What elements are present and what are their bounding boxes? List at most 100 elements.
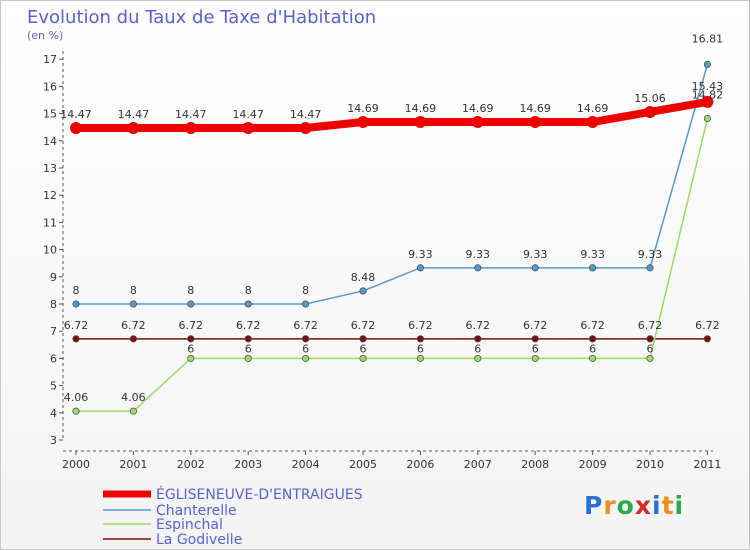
data-label: 6.72 <box>351 319 376 332</box>
data-point <box>703 114 711 123</box>
data-label: 8.48 <box>351 271 376 284</box>
data-label: 6.72 <box>408 319 433 332</box>
series-line-1 <box>75 63 709 305</box>
data-point <box>187 335 195 343</box>
data-label: 9.33 <box>466 248 491 261</box>
x-tick-label: 2009 <box>579 458 607 471</box>
series-layer <box>70 60 714 415</box>
y-tick-label: 12 <box>43 189 57 202</box>
data-point <box>703 335 711 343</box>
logo-letter: x <box>634 491 652 520</box>
data-label: 6.72 <box>466 319 491 332</box>
axes: 3 4 5 6 7 8 9 10 11 12 13 14 15 16 17 2000 2001 2002 2003 2… <box>43 51 721 471</box>
legend: ÉGLISENEUVE-D'ENTRAIGUESChanterelleEspin… <box>103 486 363 548</box>
data-label: 9.33 <box>523 248 548 261</box>
data-label: 6.72 <box>638 319 663 332</box>
data-label: 8 <box>130 284 137 297</box>
data-point <box>414 116 427 129</box>
logo-letter: o <box>616 491 635 520</box>
data-point <box>302 300 310 308</box>
legend-label: La Godivelle <box>156 532 242 548</box>
data-label: 9.33 <box>638 248 663 261</box>
data-point <box>357 116 369 129</box>
data-label: 6.72 <box>179 319 204 332</box>
x-tick-label: 2000 <box>62 458 90 471</box>
data-label: 14.69 <box>462 102 494 115</box>
data-label: 6.72 <box>695 319 720 332</box>
data-point <box>531 354 539 362</box>
data-point <box>299 122 312 135</box>
data-point <box>416 354 424 362</box>
y-tick-label: 10 <box>43 244 57 257</box>
data-point <box>646 354 654 362</box>
data-point <box>474 335 482 343</box>
data-label: 14.47 <box>175 108 207 121</box>
data-point <box>359 287 367 295</box>
data-label: 6 <box>360 342 367 355</box>
x-tick-label: 2007 <box>464 458 492 471</box>
logo-letter: i <box>674 491 685 520</box>
data-label: 15.06 <box>634 92 666 105</box>
data-label: 6.72 <box>236 319 261 332</box>
series-line-0 <box>72 97 712 133</box>
data-point <box>646 264 654 272</box>
y-tick-label: 7 <box>50 325 57 338</box>
data-label: 14.47 <box>60 108 92 121</box>
x-tick-label: 2010 <box>636 458 664 471</box>
data-label: 8 <box>245 284 252 297</box>
data-point <box>474 264 482 272</box>
data-label: 6 <box>474 342 481 355</box>
y-tick-label: 16 <box>43 80 57 93</box>
data-point <box>703 60 711 68</box>
data-point <box>644 105 656 118</box>
y-tick-label: 5 <box>50 380 57 393</box>
logo-letter: P <box>584 491 604 520</box>
data-point <box>416 264 424 272</box>
data-point <box>471 116 484 129</box>
data-label: 6 <box>187 342 194 355</box>
data-label: 16.81 <box>692 32 724 45</box>
data-label: 14.69 <box>347 102 379 115</box>
x-tick-label: 2004 <box>292 458 320 471</box>
data-point <box>72 300 80 308</box>
data-label: 9.33 <box>408 248 433 261</box>
data-point <box>529 116 542 129</box>
data-point <box>359 335 367 343</box>
data-label: 4.06 <box>64 391 89 404</box>
data-point <box>242 122 255 135</box>
data-label: 4.06 <box>121 391 146 404</box>
data-point <box>72 407 80 415</box>
y-tick-label: 14 <box>43 135 57 148</box>
y-tick-label: 13 <box>43 162 57 175</box>
data-point <box>244 300 252 308</box>
data-label: 14.47 <box>290 108 322 121</box>
data-labels: 14.47 14.47 14.47 14.47 14.47 14.69 14.69 14.69… <box>60 32 723 404</box>
data-label: 6.72 <box>64 319 89 332</box>
data-point <box>302 335 310 343</box>
legend-label: Espinchal <box>156 517 223 533</box>
y-tick-label: 15 <box>43 108 57 121</box>
data-point <box>70 122 82 135</box>
logo-letter: t <box>661 491 675 520</box>
data-point <box>129 407 137 415</box>
data-point <box>586 116 599 129</box>
data-label: 6 <box>589 342 596 355</box>
x-tick-label: 2001 <box>119 458 147 471</box>
data-point <box>474 354 482 362</box>
data-label: 14.69 <box>577 102 609 115</box>
x-tick-label: 2011 <box>693 458 721 471</box>
data-point <box>531 264 539 272</box>
x-tick-label: 2006 <box>406 458 434 471</box>
data-label: 6 <box>647 342 654 355</box>
data-label: 14.69 <box>405 102 437 115</box>
data-label: 9.33 <box>580 248 605 261</box>
data-point <box>359 354 367 362</box>
data-point <box>589 335 597 343</box>
y-tick-label: 4 <box>50 407 57 420</box>
proxiti-logo: Proxiti <box>584 491 684 520</box>
data-point <box>184 122 197 135</box>
data-label: 6.72 <box>580 319 605 332</box>
chart-title: Evolution du Taux de Taxe d'Habitation <box>27 7 377 28</box>
data-point <box>416 335 424 343</box>
